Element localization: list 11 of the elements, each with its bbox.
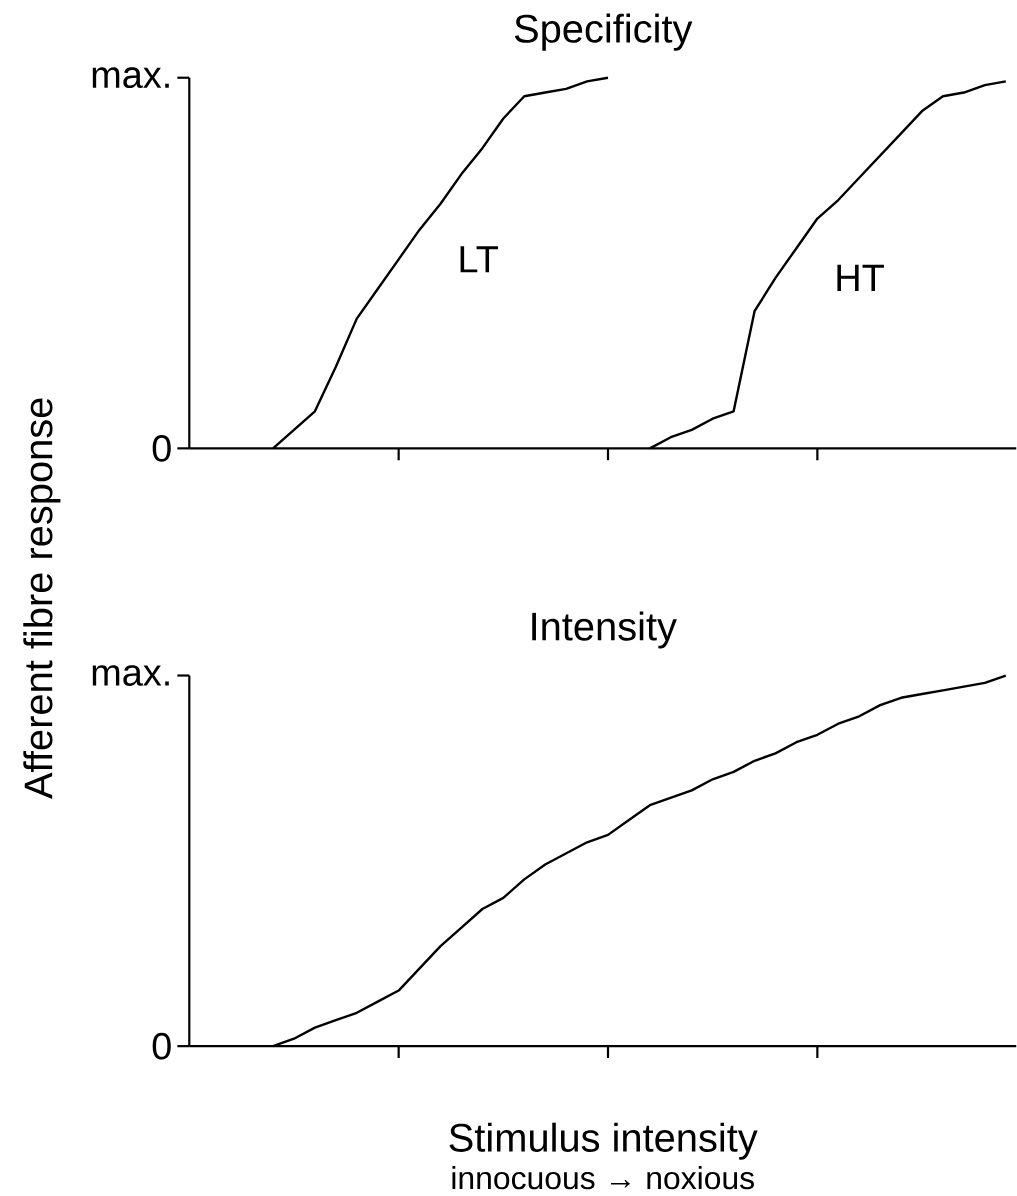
series-label: HT [837,264,884,291]
text: 0 [152,1032,171,1060]
x-axis-title: Stimulus intensity [449,1122,758,1160]
chart-title: Intensity [532,611,677,649]
series-label: LT [460,246,498,273]
text: max. [92,665,169,686]
text: max. [92,67,169,89]
text: 0 [152,434,171,462]
y-axis-title: Afferent fibre response [23,398,61,799]
chart-title: Specificity [514,13,693,51]
text: innocuous → noxious [452,1165,754,1190]
